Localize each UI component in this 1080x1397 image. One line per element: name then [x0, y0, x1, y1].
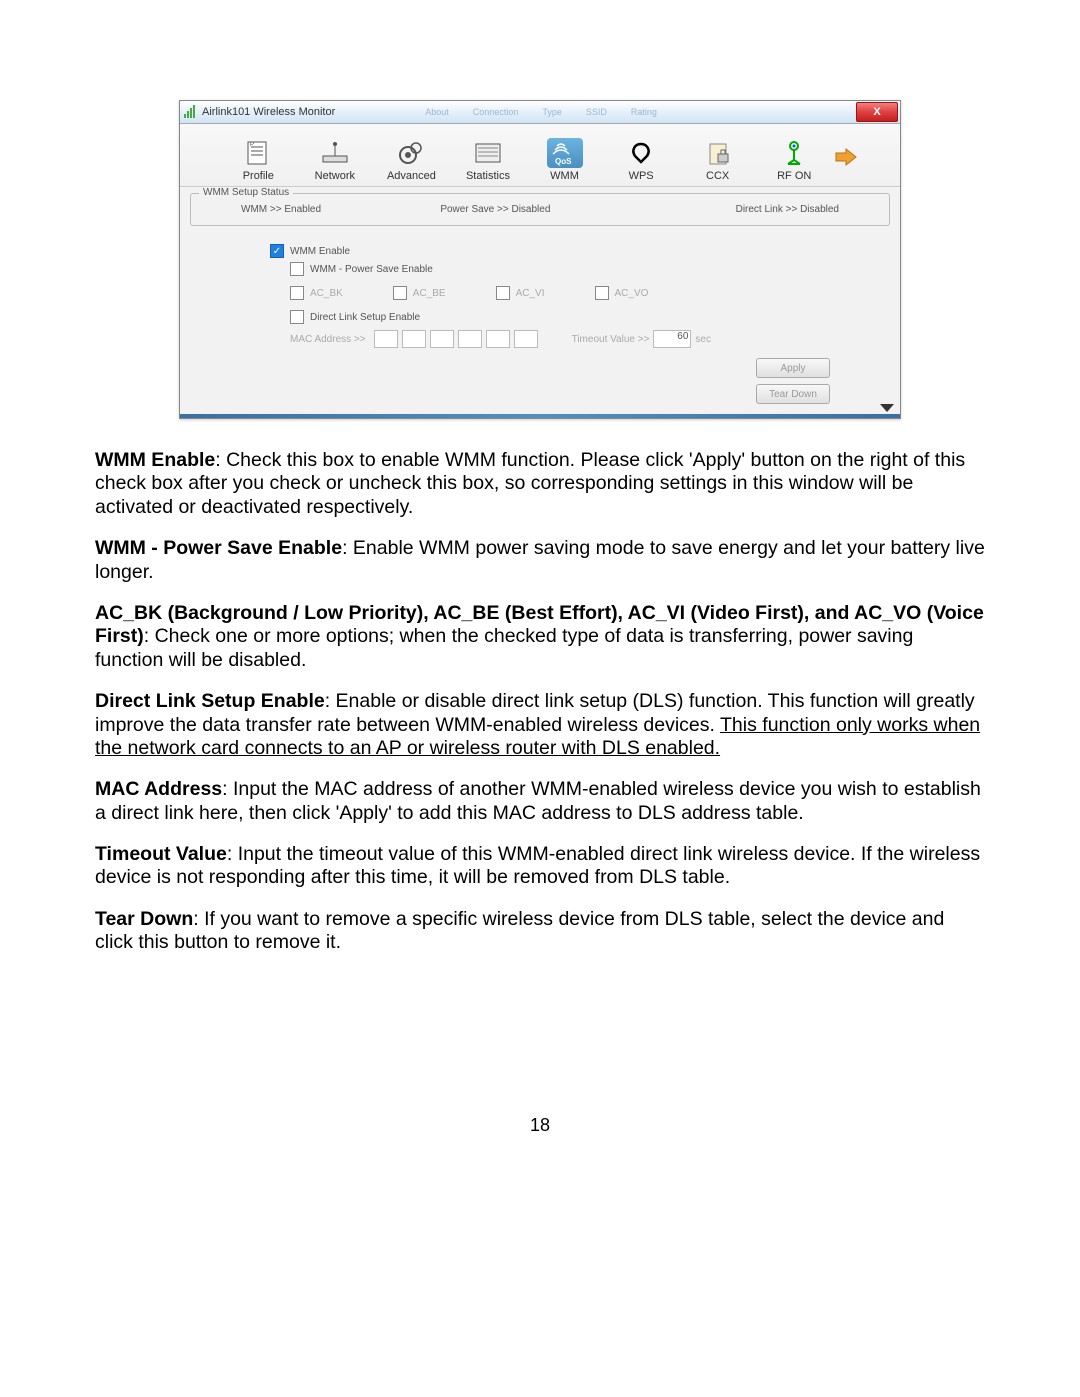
mac-field[interactable]	[514, 330, 538, 348]
tab-profile[interactable]: P Profile	[220, 138, 297, 182]
svg-text:QoS: QoS	[555, 157, 572, 166]
controls: ✓ WMM Enable WMM - Power Save Enable AC_…	[190, 236, 890, 348]
gear-icon	[395, 138, 427, 168]
tab-rfon[interactable]: RF ON	[756, 138, 833, 182]
tear-down-button[interactable]: Tear Down	[756, 384, 830, 404]
desc: : Check one or more options; when the ch…	[95, 625, 913, 670]
mac-field[interactable]	[402, 330, 426, 348]
ac-vi-label: AC_VI	[516, 288, 545, 299]
tab-advanced[interactable]: Advanced	[373, 138, 450, 182]
ac-vo-label: AC_VO	[615, 288, 649, 299]
apply-label: Apply	[780, 363, 805, 374]
content-area: WMM Setup Status WMM >> Enabled Power Sa…	[180, 187, 900, 414]
apply-button[interactable]: Apply	[756, 358, 830, 378]
term: WMM Enable	[95, 449, 215, 471]
term: Direct Link Setup Enable	[95, 690, 325, 712]
page: Airlink101 Wireless Monitor About Connec…	[0, 0, 1080, 1176]
wmm-enable-checkbox[interactable]: ✓	[270, 244, 284, 258]
rf-icon	[778, 138, 810, 168]
document-text: WMM Enable: Check this box to enable WMM…	[95, 449, 985, 955]
ccx-icon	[702, 138, 734, 168]
titlebar: Airlink101 Wireless Monitor About Connec…	[180, 101, 900, 124]
close-icon: X	[873, 106, 880, 118]
ac-vo-checkbox[interactable]	[595, 286, 609, 300]
page-number: 18	[95, 1115, 985, 1136]
window-title: Airlink101 Wireless Monitor	[202, 106, 335, 118]
header-tab: SSID	[586, 107, 607, 117]
tab-statistics[interactable]: Statistics	[450, 138, 527, 182]
desc: : If you want to remove a specific wirel…	[95, 908, 944, 953]
wps-icon	[625, 138, 657, 168]
mac-field[interactable]	[430, 330, 454, 348]
tab-ccx[interactable]: CCX	[679, 138, 756, 182]
dls-checkbox[interactable]	[290, 310, 304, 324]
term: Tear Down	[95, 908, 193, 930]
ac-bk-label: AC_BK	[310, 288, 343, 299]
qos-icon: QoS	[547, 138, 583, 168]
window-bottom-edge	[180, 414, 900, 418]
header-tab: Rating	[631, 107, 657, 117]
ac-vi-checkbox[interactable]	[496, 286, 510, 300]
tear-label: Tear Down	[769, 389, 817, 400]
title-tabs: About Connection Type SSID Rating	[425, 107, 657, 117]
ac-be-checkbox[interactable]	[393, 286, 407, 300]
tab-label: Advanced	[387, 170, 436, 182]
tab-label: CCX	[706, 170, 729, 182]
network-icon	[319, 138, 351, 168]
profile-icon: P	[242, 138, 274, 168]
tab-label: Statistics	[466, 170, 510, 182]
status-fieldset: WMM Setup Status WMM >> Enabled Power Sa…	[190, 193, 890, 226]
close-button[interactable]: X	[856, 102, 898, 122]
tab-network[interactable]: Network	[297, 138, 374, 182]
tab-label: Network	[315, 170, 355, 182]
status-power: Power Save >> Disabled	[440, 204, 639, 215]
header-tab: About	[425, 107, 449, 117]
mac-field[interactable]	[458, 330, 482, 348]
tab-wmm[interactable]: QoS WMM	[526, 138, 603, 182]
tab-wps[interactable]: WPS	[603, 138, 680, 182]
term: Timeout Value	[95, 843, 227, 865]
timeout-field[interactable]: 60	[653, 330, 691, 348]
dls-label: Direct Link Setup Enable	[310, 312, 420, 323]
timeout-label: Timeout Value >>	[572, 334, 650, 345]
term: WMM - Power Save Enable	[95, 537, 342, 559]
desc: : Input the timeout value of this WMM-en…	[95, 843, 980, 888]
svg-text:P: P	[250, 142, 254, 148]
mac-field[interactable]	[374, 330, 398, 348]
tab-label: RF ON	[777, 170, 811, 182]
ac-bk-checkbox[interactable]	[290, 286, 304, 300]
power-save-checkbox[interactable]	[290, 262, 304, 276]
app-icon	[182, 104, 198, 120]
term: MAC Address	[95, 778, 222, 800]
mac-label: MAC Address >>	[290, 334, 366, 345]
desc: : Check this box to enable WMM function.…	[95, 449, 965, 518]
tab-label: WMM	[550, 170, 579, 182]
mac-field[interactable]	[486, 330, 510, 348]
expand-down-icon[interactable]	[880, 404, 894, 412]
wmm-enable-label: WMM Enable	[290, 246, 350, 257]
tab-label: Profile	[243, 170, 274, 182]
fieldset-legend: WMM Setup Status	[199, 187, 293, 198]
status-direct: Direct Link >> Disabled	[640, 204, 839, 215]
app-window: Airlink101 Wireless Monitor About Connec…	[179, 100, 901, 419]
tab-label: WPS	[629, 170, 654, 182]
power-save-label: WMM - Power Save Enable	[310, 264, 433, 275]
header-tab: Type	[542, 107, 562, 117]
toolbar: P Profile Network Advanced Statistics Qo…	[180, 124, 900, 187]
header-tab: Connection	[473, 107, 519, 117]
ac-be-label: AC_BE	[413, 288, 446, 299]
status-wmm: WMM >> Enabled	[241, 204, 440, 215]
next-arrow[interactable]	[833, 132, 860, 182]
statistics-icon	[472, 138, 504, 168]
desc: : Input the MAC address of another WMM-e…	[95, 778, 981, 823]
timeout-unit: sec	[695, 334, 711, 345]
